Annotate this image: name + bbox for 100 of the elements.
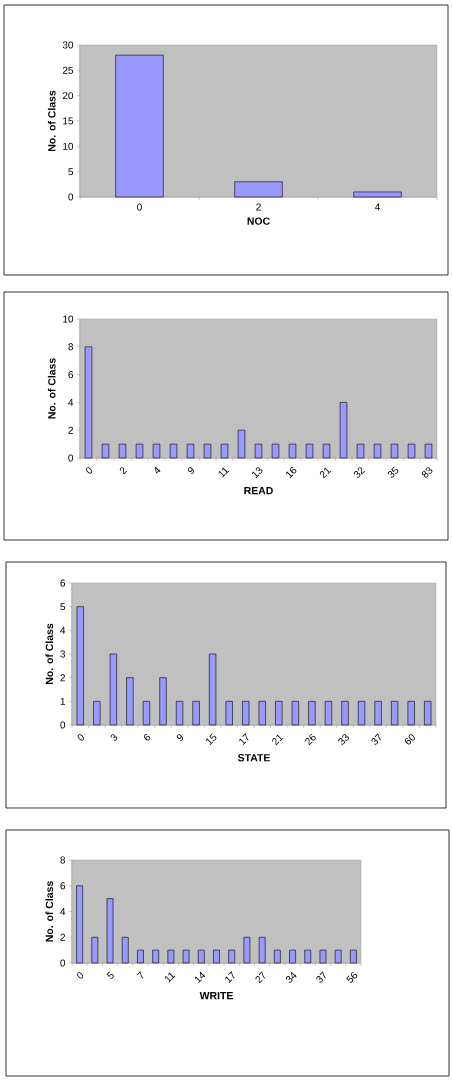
x-tick-label: 37: [316, 971, 326, 983]
x-tick-label: 4: [154, 466, 161, 474]
bar: [152, 443, 161, 459]
x-tick-label: 11: [218, 467, 230, 478]
bar: [167, 949, 175, 964]
y-tick-label: 0: [68, 454, 74, 462]
bar: [304, 949, 312, 964]
bar: [288, 443, 297, 459]
bar: [228, 949, 236, 964]
bar: [322, 443, 331, 459]
bar: [305, 443, 314, 459]
x-tick-label: 6: [143, 734, 151, 741]
bar: [271, 443, 280, 459]
x-tick-label: 0: [76, 972, 84, 979]
bar: [76, 885, 83, 964]
bar: [137, 949, 144, 964]
x-tick-label: 17: [239, 733, 249, 746]
x-axis-title: WRITE: [199, 992, 233, 1000]
bar: [391, 701, 399, 726]
bar: [91, 936, 99, 964]
y-tick-label: 1: [60, 697, 65, 705]
y-tick-label: 4: [68, 398, 74, 406]
bar: [175, 701, 184, 726]
x-tick-label: 37: [371, 733, 381, 745]
x-tick-label: 26: [305, 734, 316, 746]
x-tick-label: 7: [136, 971, 144, 979]
x-tick-label: 33: [338, 734, 349, 745]
bar: [424, 443, 433, 459]
bar: [308, 701, 316, 726]
bar: [121, 936, 129, 964]
y-tick-label: 0: [60, 959, 66, 967]
x-tick-label: 34: [285, 971, 297, 983]
x-tick-label: 60: [404, 734, 415, 745]
x-tick-label: 14: [194, 971, 206, 984]
bar: [289, 949, 296, 964]
x-axis-title: STATE: [237, 754, 270, 762]
y-tick-label: 30: [62, 41, 74, 49]
bar: [243, 936, 251, 964]
bar: [186, 443, 195, 459]
bar: [373, 443, 382, 459]
bar: [237, 429, 246, 459]
y-axis-title: No. of Class: [47, 358, 56, 419]
bar: [274, 949, 281, 964]
bar: [152, 949, 159, 964]
bar: [159, 677, 167, 726]
bar: [225, 701, 233, 726]
x-tick-label: 3: [110, 734, 118, 741]
y-tick-label: 6: [60, 882, 66, 890]
x-tick-label: 13: [252, 467, 263, 479]
bar: [118, 443, 127, 459]
x-tick-label: 0: [137, 203, 142, 211]
bar: [209, 653, 217, 726]
y-tick-label: 6: [60, 579, 66, 587]
bar: [126, 677, 134, 726]
x-tick-label: 35: [387, 466, 399, 478]
x-tick-label: 17: [225, 971, 235, 984]
bar: [353, 191, 402, 198]
bar: [357, 701, 366, 726]
y-tick-label: 6: [68, 371, 74, 379]
bar: [350, 949, 357, 964]
x-tick-label: 11: [165, 972, 176, 983]
x-tick-label: 21: [319, 467, 332, 479]
y-tick-label: 0: [60, 721, 66, 729]
x-axis-title: READ: [244, 487, 273, 495]
y-axis-title: No. of Class: [45, 881, 54, 942]
x-tick-label: 2: [119, 467, 128, 475]
y-tick-label: 8: [68, 343, 74, 351]
x-tick-label: 16: [286, 467, 297, 479]
x-tick-label: 9: [176, 734, 184, 741]
y-tick-label: 2: [60, 674, 65, 682]
bar: [93, 701, 101, 726]
bar: [339, 402, 348, 459]
bar: [319, 949, 327, 964]
x-tick-label: 56: [346, 972, 358, 983]
y-tick-label: 25: [62, 66, 74, 74]
x-tick-label: 15: [206, 733, 217, 746]
bar: [407, 443, 416, 459]
y-tick-label: 20: [62, 92, 74, 100]
y-tick-label: 10: [63, 142, 74, 150]
y-tick-label: 2: [60, 933, 65, 941]
bar: [109, 653, 117, 726]
x-tick-label: 9: [187, 467, 195, 474]
y-axis-title: No. of Class: [47, 90, 56, 151]
bar: [234, 181, 283, 198]
y-tick-label: 3: [60, 650, 66, 658]
y-tick-label: 15: [63, 117, 74, 125]
y-tick-label: 0: [68, 193, 74, 201]
bar: [424, 701, 432, 726]
bar: [356, 443, 365, 459]
bar: [84, 346, 93, 459]
bar: [115, 54, 164, 198]
x-tick-label: 21: [272, 734, 284, 746]
bar: [407, 701, 415, 726]
bar: [192, 701, 200, 726]
y-tick-label: 10: [63, 315, 74, 323]
y-tick-label: 4: [60, 626, 66, 634]
bar: [341, 701, 349, 726]
x-tick-label: 32: [353, 467, 366, 478]
x-tick-label: 27: [255, 971, 266, 984]
bar: [258, 936, 266, 964]
